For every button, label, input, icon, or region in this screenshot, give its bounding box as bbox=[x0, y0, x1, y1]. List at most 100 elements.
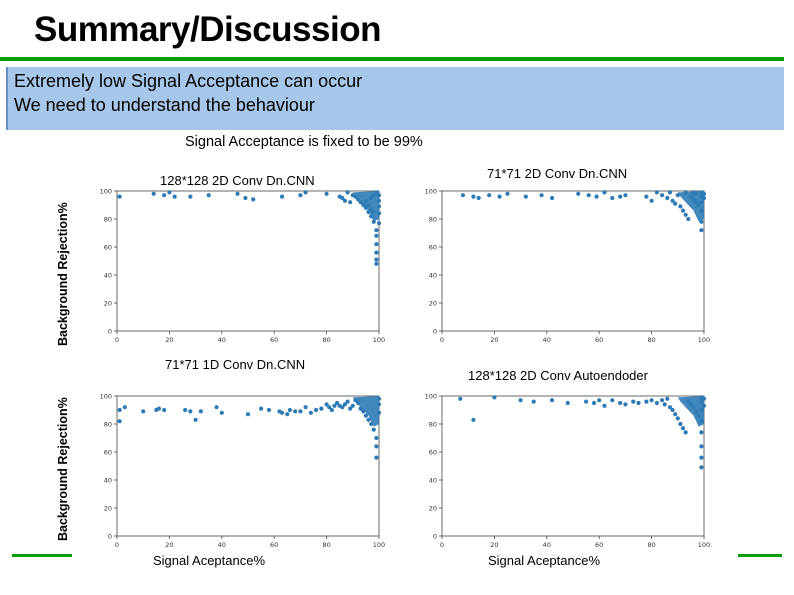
plot-frame bbox=[116, 395, 380, 537]
data-point bbox=[659, 398, 665, 403]
x-axis-label-left: Signal Aceptance% bbox=[153, 553, 266, 568]
data-point bbox=[618, 194, 623, 199]
data-point bbox=[214, 405, 219, 410]
x-tick-label: 40 bbox=[218, 541, 226, 549]
bullet-line-2: We need to understand the behaviour bbox=[14, 95, 315, 115]
data-point bbox=[665, 396, 670, 401]
bullet-line-1: Extremely low Signal Acceptance can occu… bbox=[14, 71, 363, 91]
data-point bbox=[374, 233, 379, 238]
data-point bbox=[332, 403, 337, 408]
y-tick-label: 20 bbox=[429, 504, 437, 512]
data-point bbox=[188, 409, 193, 414]
data-point bbox=[584, 399, 589, 404]
y-tick-label: 80 bbox=[429, 420, 437, 428]
data-point bbox=[678, 421, 683, 427]
y-tick-label: 40 bbox=[104, 476, 112, 484]
point-cluster bbox=[352, 396, 379, 427]
slide-title: Summary/Discussion bbox=[34, 10, 381, 49]
bottom-line-right bbox=[738, 554, 782, 557]
data-point bbox=[334, 400, 340, 406]
point-cluster bbox=[677, 191, 704, 222]
data-point bbox=[591, 400, 597, 406]
bottom-line-left bbox=[12, 554, 72, 557]
data-point bbox=[285, 412, 290, 417]
data-point bbox=[303, 190, 308, 195]
x-tick-label: 40 bbox=[543, 541, 551, 549]
data-point bbox=[162, 407, 167, 413]
y-tick-label: 60 bbox=[104, 448, 112, 456]
data-point bbox=[649, 198, 654, 203]
data-point bbox=[662, 402, 667, 407]
data-point bbox=[329, 407, 334, 413]
data-point bbox=[683, 430, 688, 435]
data-point bbox=[219, 410, 224, 415]
plot-frame bbox=[441, 190, 705, 332]
data-point bbox=[623, 193, 628, 198]
data-point bbox=[374, 261, 379, 266]
data-point bbox=[636, 400, 641, 406]
x-tick-label: 80 bbox=[322, 541, 330, 549]
data-point bbox=[610, 398, 615, 403]
data-point bbox=[324, 191, 329, 196]
data-point bbox=[122, 405, 127, 410]
data-point bbox=[193, 417, 198, 422]
data-point bbox=[670, 198, 675, 203]
data-point bbox=[198, 409, 203, 414]
data-point bbox=[531, 399, 536, 404]
data-point bbox=[458, 396, 463, 401]
title-underline bbox=[0, 57, 784, 61]
data-point bbox=[460, 193, 466, 198]
x-tick-label: 100 bbox=[698, 336, 710, 344]
y-tick-label: 0 bbox=[433, 327, 437, 335]
data-point bbox=[505, 191, 510, 196]
data-point bbox=[350, 403, 355, 408]
x-tick-label: 20 bbox=[165, 336, 173, 344]
data-point bbox=[699, 444, 704, 449]
data-point bbox=[518, 398, 523, 403]
y-tick-label: 0 bbox=[108, 327, 112, 335]
x-tick-label: 80 bbox=[322, 336, 330, 344]
y-tick-label: 100 bbox=[100, 187, 112, 195]
data-point bbox=[476, 195, 481, 201]
data-point bbox=[117, 419, 122, 424]
data-point bbox=[699, 455, 704, 460]
scatter-plot-4: 0 20 40 60 80 100 0 20 40 60 80 100 bbox=[425, 392, 711, 549]
data-point bbox=[308, 410, 313, 415]
data-point bbox=[374, 435, 379, 441]
data-point bbox=[686, 216, 691, 222]
y-tick-label: 60 bbox=[429, 243, 437, 251]
x-tick-label: 100 bbox=[698, 541, 710, 549]
y-tick-label: 40 bbox=[429, 271, 437, 279]
data-point bbox=[654, 190, 659, 195]
data-point bbox=[602, 403, 607, 408]
data-point bbox=[117, 194, 122, 199]
plot-frame bbox=[441, 395, 705, 537]
plot-title-2: 71*71 2D Conv Dn.CNN bbox=[487, 166, 628, 181]
data-point bbox=[266, 407, 272, 413]
data-point bbox=[623, 402, 628, 407]
data-point bbox=[683, 212, 688, 217]
data-point bbox=[342, 198, 348, 203]
y-tick-label: 80 bbox=[104, 215, 112, 223]
y-tick-label: 100 bbox=[100, 392, 112, 400]
point-cluster bbox=[352, 191, 379, 222]
data-point bbox=[348, 200, 353, 205]
data-point bbox=[287, 407, 293, 413]
data-point bbox=[618, 400, 623, 406]
x-tick-label: 100 bbox=[373, 541, 385, 549]
data-point bbox=[487, 193, 492, 198]
data-point bbox=[680, 208, 686, 213]
data-point bbox=[342, 402, 348, 407]
data-point bbox=[206, 193, 211, 198]
data-point bbox=[667, 190, 673, 195]
data-point bbox=[374, 242, 379, 247]
data-point bbox=[141, 409, 146, 414]
data-point bbox=[549, 195, 555, 201]
y-tick-label: 40 bbox=[429, 476, 437, 484]
data-point bbox=[374, 257, 379, 262]
data-point bbox=[151, 191, 156, 196]
point-cluster bbox=[677, 396, 704, 427]
data-point bbox=[371, 427, 376, 432]
data-point bbox=[699, 430, 704, 435]
highlight-box: Extremely low Signal Acceptance can occu… bbox=[6, 67, 784, 130]
